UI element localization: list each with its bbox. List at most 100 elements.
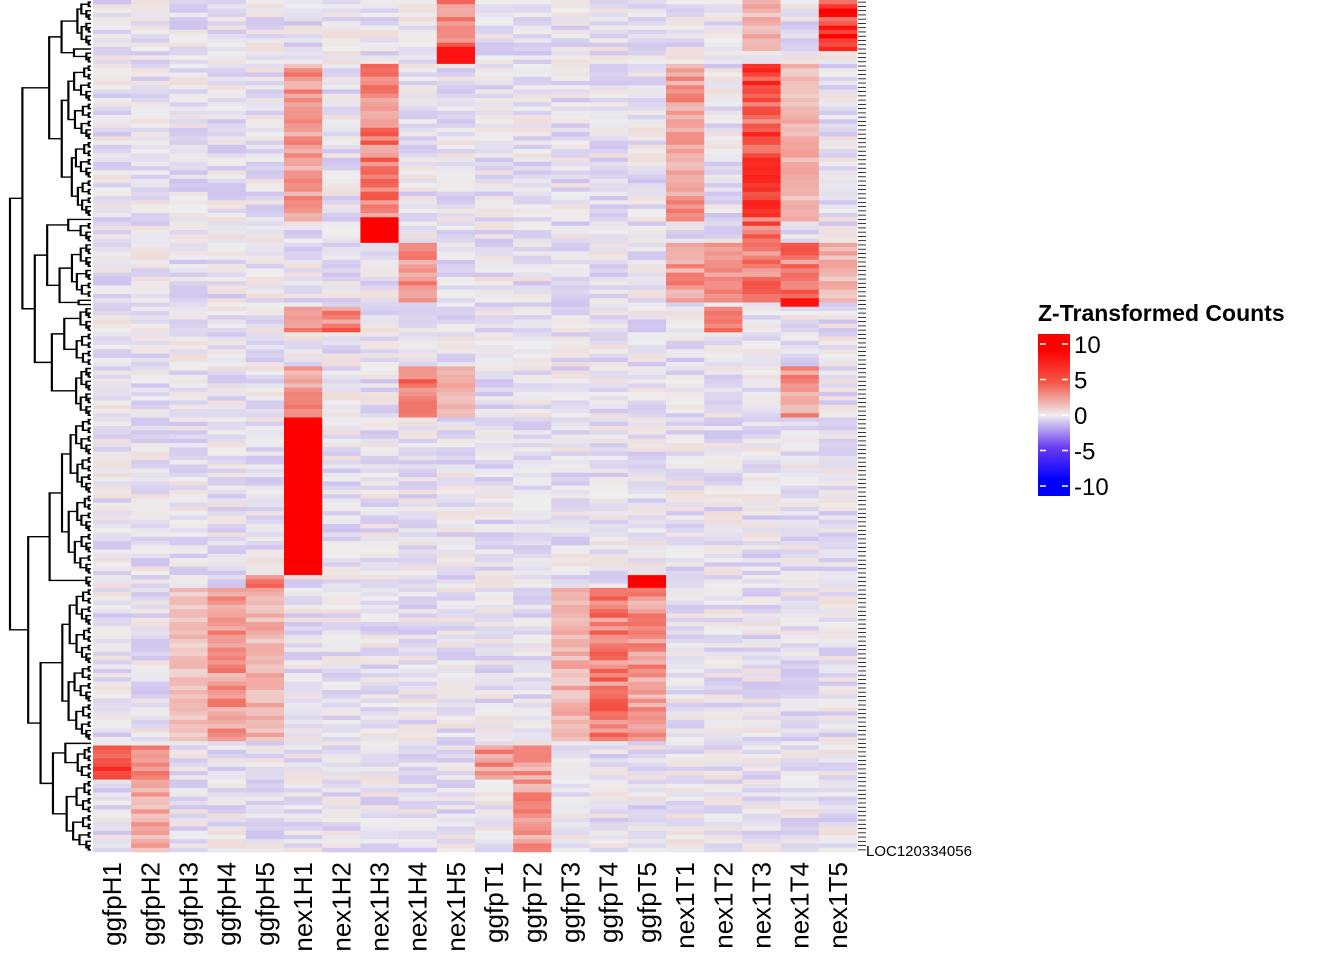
heatmap-cell [131,660,170,665]
heatmap-cell [818,468,858,474]
heatmap-cell [627,276,667,282]
heatmap-cell [551,617,590,623]
heatmap-cell [704,443,743,448]
heatmap-cell [627,783,667,789]
heatmap-cell [513,42,552,48]
heatmap-cell [589,421,629,427]
heatmap-cell [627,46,667,52]
heatmap-cell [245,498,285,503]
heatmap-cell [360,200,399,205]
heatmap-cell [666,762,705,768]
heatmap-cell [284,0,323,5]
heatmap-cell [360,460,399,465]
column-labels: ggfpH1 ggfpH2 ggfpH3 ggfpH4 ggfpH5 nex1H1 nex1… [97,862,853,952]
heatmap-cell [780,519,820,525]
heatmap-cell [131,195,170,201]
heatmap-cell [589,817,629,823]
heatmap-cell [780,464,820,469]
heatmap-cell [207,213,247,218]
heatmap-cell [704,506,743,512]
heatmap-cell [169,242,208,248]
heatmap-cell [818,519,858,525]
heatmap-cell [436,634,476,640]
heatmap-cell [513,408,552,414]
heatmap-cell [627,55,667,60]
heatmap-cell [131,847,170,853]
heatmap-cell [284,788,323,793]
heatmap-cell [322,408,361,414]
heatmap-cell [551,281,590,286]
heatmap-cell [284,754,323,759]
heatmap-cell [513,502,552,508]
heatmap-cell [666,502,705,508]
heatmap-cell [551,323,590,329]
heatmap-cell [818,805,858,810]
heatmap-cell [513,826,552,831]
heatmap-cell [475,477,514,482]
heatmap-cell [666,0,705,5]
heatmap-cell [284,349,323,354]
heatmap-cell [742,664,781,670]
heatmap-cell [818,217,858,222]
heatmap-cell [589,468,629,474]
heatmap-cell [627,349,667,354]
heatmap-cell [513,264,552,269]
heatmap-cell [360,587,399,593]
heatmap-cell [666,383,705,388]
heatmap-cell [398,264,438,269]
heatmap-cell [207,221,247,227]
heatmap-cell [398,523,438,529]
heatmap-cell [322,681,361,687]
heatmap-cell [398,775,438,780]
heatmap-cell [704,468,743,474]
heatmap-cell [818,621,858,627]
heatmap-cell [742,528,781,533]
heatmap-cell [322,298,361,303]
heatmap-cell [704,213,743,218]
heatmap-cell [589,643,629,648]
heatmap-cell [704,119,743,124]
heatmap-cell [131,379,170,384]
heatmap-cell [818,673,858,678]
heatmap-cell [131,29,170,35]
heatmap-cell [627,8,667,14]
heatmap-cell [513,366,552,371]
heatmap-cell [513,455,552,461]
heatmap-cell [207,566,247,572]
heatmap-cell [704,702,743,708]
heatmap-cell [207,758,247,763]
heatmap-cell [398,843,438,849]
heatmap-cell [589,562,629,567]
heatmap-cell [780,668,820,674]
heatmap-cell [436,643,476,648]
heatmap-cell [322,80,361,86]
heatmap-cell [436,357,476,363]
heatmap-cell [398,613,438,618]
heatmap-cell [742,796,781,802]
heatmap-cell [245,132,285,137]
heatmap-cell [551,345,590,350]
heatmap-cell [589,566,629,572]
heatmap-cell [169,396,208,401]
heatmap-cell [207,536,247,542]
heatmap-cell [169,178,208,184]
heatmap-cell [475,830,514,836]
heatmap-cell [245,200,285,205]
heatmap-cell [398,281,438,286]
heatmap-cell [551,639,590,644]
heatmap-cell [284,4,323,9]
heatmap-cell [551,166,590,171]
heatmap-cell [589,302,629,308]
heatmap-cell [704,191,743,197]
heatmap-cell [360,719,399,725]
heatmap-cell [666,587,705,593]
heatmap-cell [398,340,438,346]
heatmap-cell [589,387,629,393]
heatmap-cell [627,545,667,550]
heatmap-cell [627,621,667,627]
heatmap-cell [245,430,285,435]
heatmap-cell [627,238,667,244]
heatmap-cell [742,617,781,623]
heatmap-cell [513,46,552,52]
heatmap-cell [513,626,552,631]
